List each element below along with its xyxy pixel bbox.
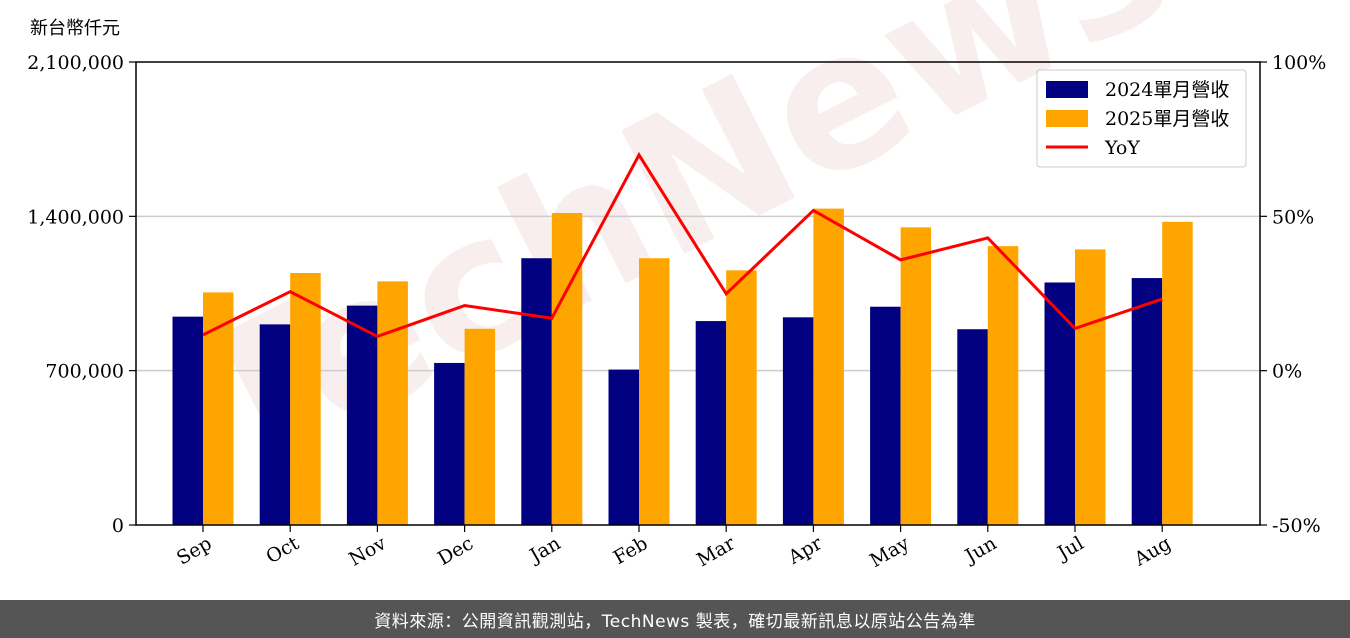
bar-2025 xyxy=(377,281,408,525)
bar-2025 xyxy=(1162,221,1193,525)
bar-2024 xyxy=(870,306,901,525)
x-tick-label: Oct xyxy=(262,532,303,568)
legend-swatch xyxy=(1046,81,1088,98)
bar-2025 xyxy=(987,246,1019,525)
y-left-tick-label: 700,000 xyxy=(45,361,124,383)
y-left-tick-label: 2,100,000 xyxy=(27,52,124,74)
bar-2025 xyxy=(813,208,844,525)
line-layer xyxy=(202,151,1163,339)
bar-2025 xyxy=(551,213,583,525)
bar-2024 xyxy=(1044,282,1075,525)
bar-2024 xyxy=(608,369,639,525)
x-tick-label: Aug xyxy=(1130,532,1175,571)
bar-2024 xyxy=(957,329,988,525)
bars-layer xyxy=(172,208,1193,525)
bar-2024 xyxy=(521,258,552,525)
y-right-tick-label: 50% xyxy=(1272,206,1314,228)
x-tick-label: Jul xyxy=(1052,532,1087,565)
y-right-tick-label: 100% xyxy=(1272,52,1326,74)
x-tick-label: Mar xyxy=(693,532,739,571)
legend-label: YoY xyxy=(1104,137,1140,159)
y-left-tick-label: 0 xyxy=(112,515,124,537)
x-tick-label: Sep xyxy=(173,532,216,569)
legend-box xyxy=(1036,69,1247,168)
bar-2024 xyxy=(434,362,465,525)
x-tick-label: Nov xyxy=(345,532,390,571)
y-left-tick-label: 1,400,000 xyxy=(27,206,124,228)
x-tick-label: Dec xyxy=(434,532,477,570)
bar-2024 xyxy=(695,321,727,525)
bar-2024 xyxy=(259,324,291,525)
bar-2025 xyxy=(639,258,670,525)
x-tick-label: Feb xyxy=(610,532,652,569)
bar-2024 xyxy=(1131,278,1163,525)
plot-frame xyxy=(135,61,1261,526)
x-tick-label: Jan xyxy=(525,532,565,568)
bar-2025 xyxy=(464,328,496,525)
bar-2025 xyxy=(290,272,321,525)
y-right-tick-label: -50% xyxy=(1272,515,1321,537)
legend-label: 2024單月營收 xyxy=(1105,79,1229,101)
yoy-line xyxy=(202,151,1163,339)
bar-2024 xyxy=(346,305,378,525)
bar-2024 xyxy=(782,317,814,525)
unit-label: 新台幣仟元 xyxy=(30,18,120,39)
x-tick-label: Apr xyxy=(784,532,827,569)
y-right-tick-label: 0% xyxy=(1272,361,1302,383)
bar-2025 xyxy=(1075,249,1106,525)
bar-2025 xyxy=(726,270,757,525)
legend-label: 2025單月營收 xyxy=(1105,108,1229,130)
x-tick-label: May xyxy=(866,532,913,572)
source-footer: 資料來源：公開資訊觀測站，TechNews 製表，確切最新訊息以原站公告為準 xyxy=(0,600,1350,638)
bar-2025 xyxy=(900,227,932,525)
bar-2024 xyxy=(172,316,203,525)
legend: 2024單月營收 2025單月營收 YoY xyxy=(1036,69,1247,168)
x-tick-label: Jun xyxy=(960,532,1001,568)
chart-canvas: TechNews 0700,0001,400,0002,100,000-50%0… xyxy=(27,0,1326,572)
legend-swatch xyxy=(1046,110,1088,127)
